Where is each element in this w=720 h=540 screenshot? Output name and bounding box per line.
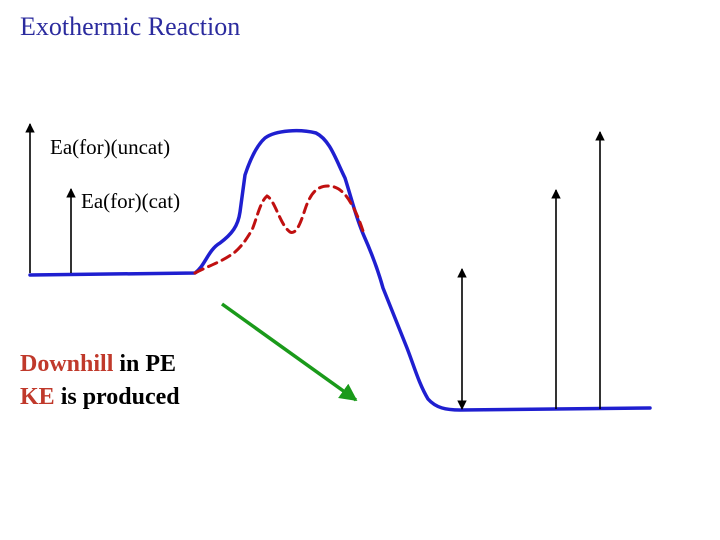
note-ke-highlight: KE — [20, 384, 55, 410]
label-ea-cat: Ea(for)(cat) — [81, 189, 181, 213]
note-downhill-highlight: Downhill — [20, 351, 114, 377]
note-ke: KE is produced — [20, 385, 180, 409]
page-title: Exothermic Reaction — [20, 12, 241, 41]
note-downhill-rest: in PE — [113, 351, 177, 377]
note-downhill: Downhill in PE — [20, 352, 176, 376]
downhill-arrow — [220, 302, 358, 402]
catalyzed-curve — [193, 184, 366, 275]
label-ea-uncat: Ea(for)(uncat) — [50, 135, 171, 159]
note-ke-rest: is produced — [54, 384, 180, 410]
uncatalyzed-curve — [28, 128, 652, 412]
